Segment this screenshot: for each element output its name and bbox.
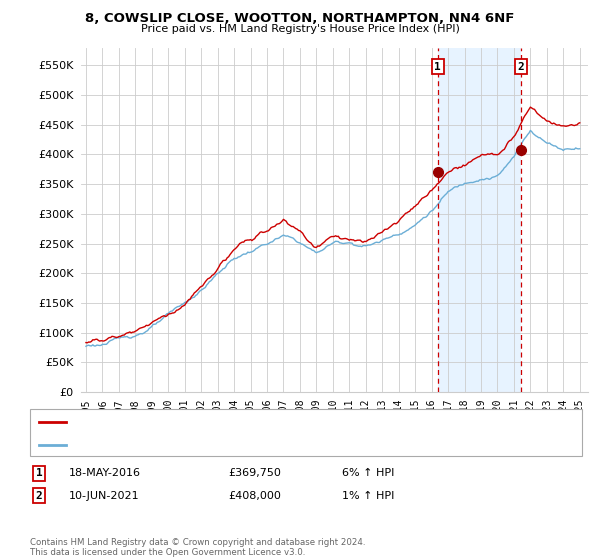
- Text: 1% ↑ HPI: 1% ↑ HPI: [342, 491, 394, 501]
- Text: £408,000: £408,000: [228, 491, 281, 501]
- Text: 18-MAY-2016: 18-MAY-2016: [69, 468, 141, 478]
- Text: 8, COWSLIP CLOSE, WOOTTON, NORTHAMPTON, NN4 6NF: 8, COWSLIP CLOSE, WOOTTON, NORTHAMPTON, …: [85, 12, 515, 25]
- Text: 2: 2: [518, 62, 524, 72]
- Text: Contains HM Land Registry data © Crown copyright and database right 2024.
This d: Contains HM Land Registry data © Crown c…: [30, 538, 365, 557]
- Text: 2: 2: [35, 491, 43, 501]
- Text: 10-JUN-2021: 10-JUN-2021: [69, 491, 140, 501]
- Text: HPI: Average price, detached house, West Northamptonshire: HPI: Average price, detached house, West…: [71, 440, 373, 450]
- Text: Price paid vs. HM Land Registry's House Price Index (HPI): Price paid vs. HM Land Registry's House …: [140, 24, 460, 34]
- Text: 1: 1: [35, 468, 43, 478]
- Text: 8, COWSLIP CLOSE, WOOTTON, NORTHAMPTON, NN4 6NF (detached house): 8, COWSLIP CLOSE, WOOTTON, NORTHAMPTON, …: [71, 417, 448, 427]
- Bar: [438, 48, 521, 392]
- Text: 1: 1: [434, 62, 441, 72]
- Text: 6% ↑ HPI: 6% ↑ HPI: [342, 468, 394, 478]
- Text: £369,750: £369,750: [228, 468, 281, 478]
